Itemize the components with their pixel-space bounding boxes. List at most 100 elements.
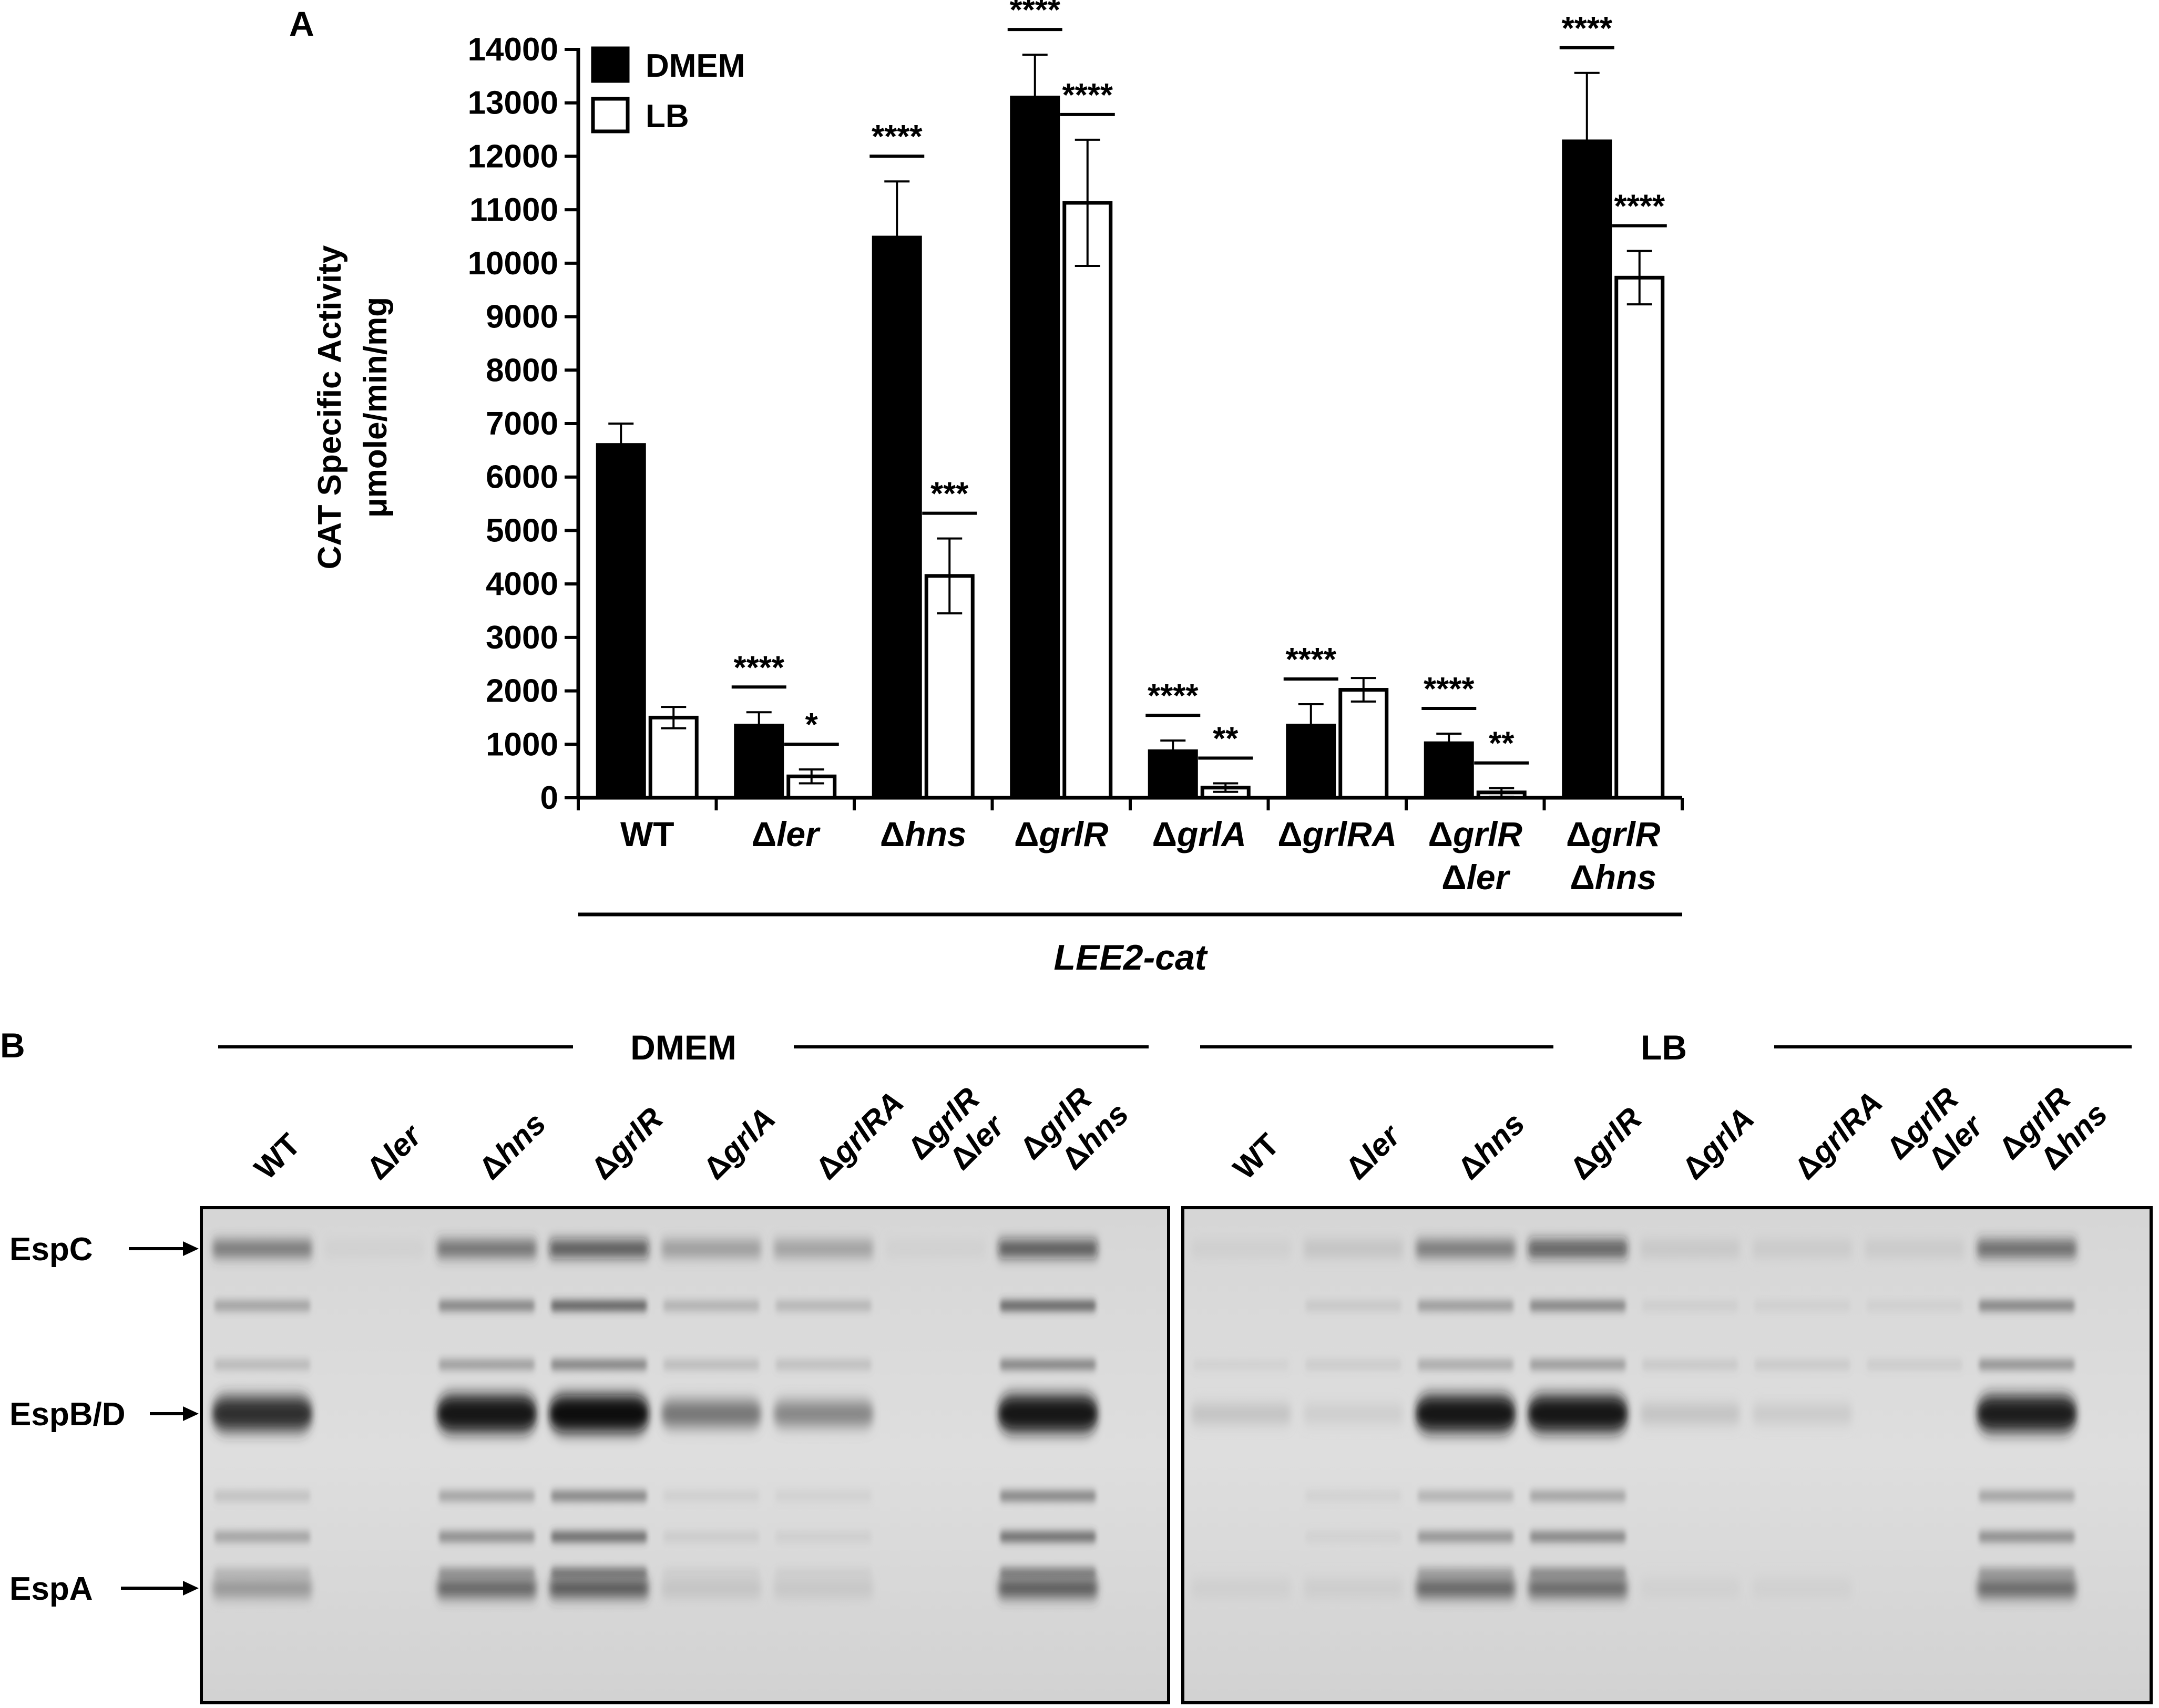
delta-symbol: Δ xyxy=(1428,815,1453,853)
minor-band xyxy=(775,1491,872,1501)
lane-label-line: ΔgrlR xyxy=(584,1100,670,1186)
band-espa xyxy=(548,1580,650,1596)
minor-band xyxy=(214,1491,311,1501)
band-espc xyxy=(324,1243,425,1254)
lane-label: Δhns xyxy=(1451,1106,1531,1186)
x-tick-label-text: WT xyxy=(620,815,674,853)
y-tick-label: 3000 xyxy=(486,620,558,656)
band-espc xyxy=(1864,1243,1965,1254)
band-espc xyxy=(661,1243,762,1254)
lane-label: ΔgrlR xyxy=(584,1100,670,1186)
minor-band xyxy=(1305,1491,1402,1501)
minor-band xyxy=(1417,1491,1514,1501)
band-espc xyxy=(212,1243,313,1254)
minor-band xyxy=(1305,1301,1402,1311)
band-espa xyxy=(997,1580,1099,1596)
minor-band xyxy=(1529,1568,1626,1578)
minor-band xyxy=(1305,1532,1402,1542)
minor-band xyxy=(663,1301,760,1311)
band-espb-d xyxy=(212,1396,313,1431)
bar-lb xyxy=(1062,201,1113,800)
band-espa xyxy=(1415,1580,1516,1596)
gel-lb xyxy=(1181,1206,2153,1704)
lane-label: Δler xyxy=(360,1117,429,1186)
minor-band xyxy=(663,1491,760,1501)
minor-band xyxy=(775,1360,872,1370)
x-tick-label-text: grlR xyxy=(1452,815,1522,853)
band-espb-d xyxy=(997,1395,1099,1432)
significance-label: ** xyxy=(1213,721,1239,757)
band-espc xyxy=(1752,1243,1853,1254)
band-espc xyxy=(548,1243,650,1254)
band-espa xyxy=(1640,1580,1741,1596)
minor-band xyxy=(1305,1360,1402,1370)
minor-band xyxy=(999,1532,1097,1542)
minor-band xyxy=(550,1568,648,1578)
band-espa xyxy=(773,1580,874,1596)
lane-label-line: Δhns xyxy=(1451,1106,1531,1186)
bar-dmem xyxy=(872,235,922,800)
y-tick-label: 2000 xyxy=(486,673,558,709)
x-tick-label: Δhns xyxy=(1570,858,1656,897)
minor-band xyxy=(438,1301,535,1311)
lane-label: Δler xyxy=(1338,1117,1408,1186)
y-tick-label: 8000 xyxy=(486,352,558,388)
y-axis: 0 1000 2000 3000 4000 5000 6000 7000 8000 9000 100… xyxy=(468,32,580,816)
band-espa xyxy=(661,1580,762,1596)
y-tick-label: 11000 xyxy=(469,192,558,228)
band-espb-d xyxy=(1752,1405,1853,1422)
lane-label-line: ΔgrlA xyxy=(697,1100,782,1186)
minor-band xyxy=(999,1360,1097,1370)
band-label: EspA xyxy=(9,1571,93,1607)
y-tick-label: 14000 xyxy=(468,32,558,68)
y-tick-label: 0 xyxy=(540,780,558,816)
minor-band xyxy=(1978,1360,2075,1370)
significance-label: **** xyxy=(1285,642,1336,678)
lane-label-line: WT xyxy=(1226,1127,1286,1186)
lane-label-text: grlRA xyxy=(1803,1085,1889,1171)
significance-label: **** xyxy=(1009,0,1060,28)
minor-band xyxy=(1754,1360,1851,1370)
bar-dmem xyxy=(1562,139,1612,800)
significance-label: **** xyxy=(1062,77,1113,114)
band-espb-d xyxy=(1191,1405,1292,1423)
x-tick-label: ΔgrlR xyxy=(1014,815,1109,853)
minor-band xyxy=(214,1532,311,1542)
significance-label: **** xyxy=(872,119,923,155)
group-label: LEE2-cat xyxy=(1054,938,1208,978)
x-tick-label-text: ler xyxy=(776,815,821,853)
lane-label-line: ΔgrlA xyxy=(1675,1100,1761,1186)
minor-band xyxy=(1417,1360,1514,1370)
x-tick-label-text: hns xyxy=(1595,858,1656,897)
lane-label-line: ΔgrlRA xyxy=(1787,1085,1889,1186)
gel-dmem xyxy=(200,1206,1170,1704)
delta-symbol: Δ xyxy=(1277,815,1302,853)
band-espa xyxy=(1976,1580,2078,1596)
x-axis: WT Δler Δhns ΔgrlR ΔgrlA ΔgrlRA ΔgrlRΔlerΔgrlR… xyxy=(577,796,1684,897)
y-tick-label: 1000 xyxy=(486,726,558,763)
lane-label-line: Δler xyxy=(360,1117,429,1186)
band-espa xyxy=(212,1580,313,1596)
legend-swatch-lb xyxy=(591,97,630,133)
band-espb-d xyxy=(661,1401,762,1427)
y-tick-label: 10000 xyxy=(468,245,558,282)
bar-lb xyxy=(1338,688,1389,800)
minor-band xyxy=(663,1360,760,1370)
band-espb-d xyxy=(1303,1405,1404,1422)
x-tick-label-text: ler xyxy=(1467,858,1511,897)
minor-band xyxy=(1529,1532,1626,1542)
gel-headers: DMEM LB xyxy=(218,1028,2132,1067)
panel-b: B DMEM LB WT Δler Δhns ΔgrlR ΔgrlA ΔgrlRAΔgrlR… xyxy=(0,1026,2153,1704)
minor-band xyxy=(1529,1491,1626,1501)
legend-label: DMEM xyxy=(646,48,745,84)
x-tick-label-text: grlA xyxy=(1176,815,1246,853)
minor-band xyxy=(438,1491,535,1501)
minor-band xyxy=(438,1532,535,1542)
band-espb-d xyxy=(548,1395,650,1433)
band-espb-d xyxy=(1527,1395,1629,1432)
legend: DMEM LB xyxy=(591,46,745,135)
lane-label: ΔgrlA xyxy=(697,1100,782,1186)
